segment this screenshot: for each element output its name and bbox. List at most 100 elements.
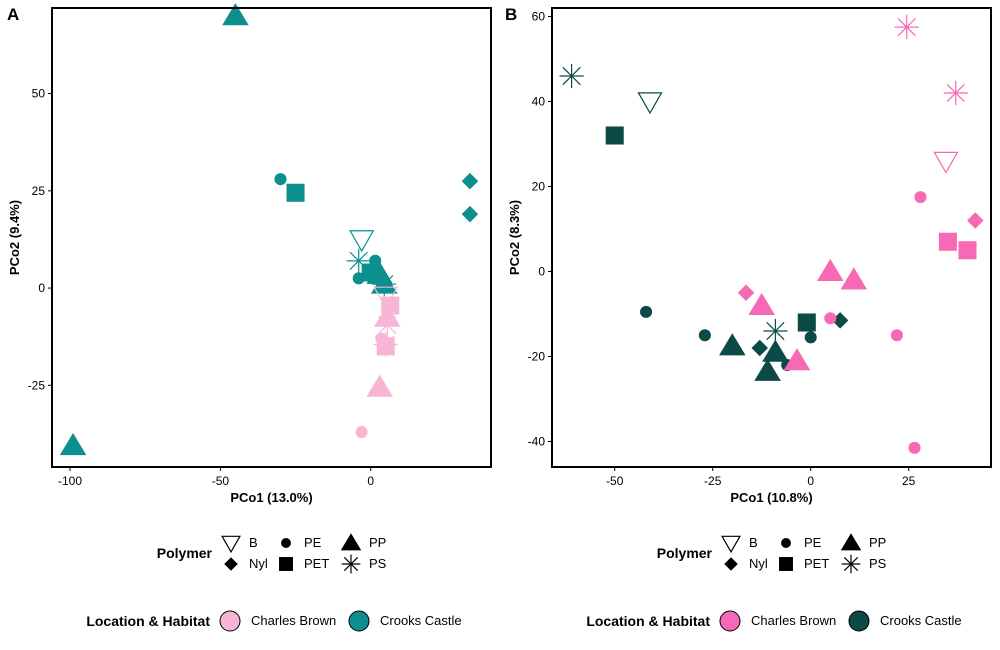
polymer-legend-label-b-0: B: [749, 535, 758, 550]
y-tick-label-b-5: 60: [532, 10, 546, 24]
point-b-3: [640, 305, 653, 318]
location-legend-title-a: Location & Habitat: [86, 613, 210, 629]
point-b-23: [737, 284, 755, 301]
polymer-legend-title-a: Polymer: [157, 545, 213, 561]
polymer-legend-key-b-0: [721, 535, 741, 554]
y-tick-label-a-3: 50: [32, 87, 46, 101]
x-axis-title-a: PCo1 (13.0%): [230, 490, 312, 505]
point-a-3: [286, 183, 305, 202]
point-a-21: [376, 337, 395, 356]
y-tick-label-b-4: 40: [532, 95, 546, 109]
point-a-4: [461, 172, 479, 190]
point-a-22: [366, 374, 394, 397]
polymer-legend-label-a-4: PET: [304, 556, 329, 571]
point-a-5: [461, 205, 479, 223]
point-b-21: [817, 258, 844, 281]
x-tick-label-b-3: 25: [902, 474, 916, 488]
polymer-legend-key-a-2: [340, 533, 362, 551]
point-b-7: [763, 318, 788, 344]
x-axis-title-b: PCo1 (10.8%): [730, 490, 812, 505]
point-a-6: [349, 230, 375, 253]
x-tick-label-a-1: -50: [212, 474, 230, 488]
panel-letter-b: B: [505, 5, 517, 24]
panel-b: B -50 -25 0 25 -40 -20 0 20 40 60 PCo1 (10.8%) PC…: [505, 5, 992, 505]
polymer-legend-key-a-0: [221, 535, 241, 554]
point-b-16: [933, 151, 959, 174]
ticks-a: -100 -50 0 -25 0 25 50: [28, 87, 375, 488]
point-b-14: [894, 15, 919, 40]
point-b-25: [824, 312, 837, 325]
plot-frame-a: [51, 7, 492, 468]
point-b-11: [797, 313, 816, 332]
panel-letter-a: A: [7, 5, 19, 24]
point-b-17: [914, 191, 927, 204]
polymer-legend-key-b-4: [779, 557, 793, 571]
x-tick-label-a-0: -100: [58, 474, 82, 488]
y-axis-title-b: PCo2 (8.3%): [507, 200, 522, 275]
point-b-1: [637, 92, 663, 115]
location-legend-key-b-0: [719, 610, 741, 632]
point-b-20: [958, 241, 977, 260]
point-b-6: [751, 339, 768, 357]
point-b-24: [748, 292, 775, 315]
polymer-legend-key-a-4: [279, 557, 293, 571]
location-legend-label-b-0: Charles Brown: [751, 613, 836, 628]
location-legend-label-a-1: Crooks Castle: [380, 613, 462, 628]
point-a-13: [370, 271, 398, 294]
point-b-12: [804, 331, 817, 344]
polymer-legend-key-a-1: [281, 538, 291, 548]
point-a-2: [274, 173, 287, 186]
y-tick-label-b-1: -20: [528, 350, 546, 364]
polymer-legend-key-b-3: [724, 557, 738, 571]
point-b-18: [967, 212, 984, 229]
y-tick-label-b-3: 20: [532, 180, 546, 194]
x-tick-label-b-1: -25: [704, 474, 722, 488]
point-b-28: [908, 441, 921, 454]
polymer-legend-label-a-2: PP: [369, 535, 386, 550]
y-tick-label-b-2: 0: [538, 265, 545, 279]
location-legend-key-a-0: [219, 610, 241, 632]
x-tick-label-b-2: 0: [807, 474, 814, 488]
location-legend-label-b-1: Crooks Castle: [880, 613, 962, 628]
polymer-legend-label-b-4: PET: [804, 556, 829, 571]
point-b-9: [754, 358, 781, 381]
x-tick-label-a-2: 0: [367, 474, 374, 488]
polymer-legend-key-a-5: [341, 554, 361, 574]
point-b-27: [890, 329, 903, 342]
point-b-4: [698, 329, 711, 342]
legends: Polymer B PE PP Nyl PET PS Location & Habitat Ch…: [86, 533, 962, 632]
polymer-legend-label-a-1: PE: [304, 535, 322, 550]
point-a-7: [346, 248, 371, 273]
y-axis-title-a: PCo2 (9.4%): [7, 200, 22, 275]
point-b-19: [938, 232, 957, 251]
point-b-15: [943, 80, 968, 106]
polymer-legend-label-b-5: PS: [869, 556, 887, 571]
y-tick-label-a-2: 25: [32, 184, 46, 198]
point-b-0: [559, 63, 584, 89]
polymer-legend-label-a-3: Nyl: [249, 556, 268, 571]
point-b-22: [840, 267, 868, 290]
location-legend-key-a-1: [348, 610, 370, 632]
location-legend-key-b-1: [848, 610, 870, 632]
point-a-1: [59, 432, 87, 456]
points-a: [59, 3, 479, 456]
plot-frame-b: [551, 7, 992, 468]
y-tick-label-a-0: -25: [28, 378, 46, 392]
polymer-legend-title-b: Polymer: [657, 545, 713, 561]
point-a-23: [355, 425, 368, 439]
polymer-legend-key-b-5: [841, 554, 861, 574]
y-tick-label-a-1: 0: [38, 281, 45, 295]
polymer-legend-label-b-3: Nyl: [749, 556, 768, 571]
polymer-legend-key-b-2: [840, 533, 862, 551]
polymer-legend-key-a-3: [224, 557, 238, 571]
point-a-0: [222, 3, 249, 26]
point-b-26: [783, 348, 811, 371]
x-tick-label-b-0: -50: [606, 474, 624, 488]
polymer-legend-label-a-5: PS: [369, 556, 387, 571]
panel-a: A -100 -50 0 -25 0 25 50 PCo1 (13.0%) PCo2 (9.…: [7, 3, 492, 505]
point-b-5: [719, 333, 746, 356]
y-tick-label-b-0: -40: [528, 435, 546, 449]
points-b: [559, 15, 984, 454]
point-b-8: [762, 339, 789, 362]
